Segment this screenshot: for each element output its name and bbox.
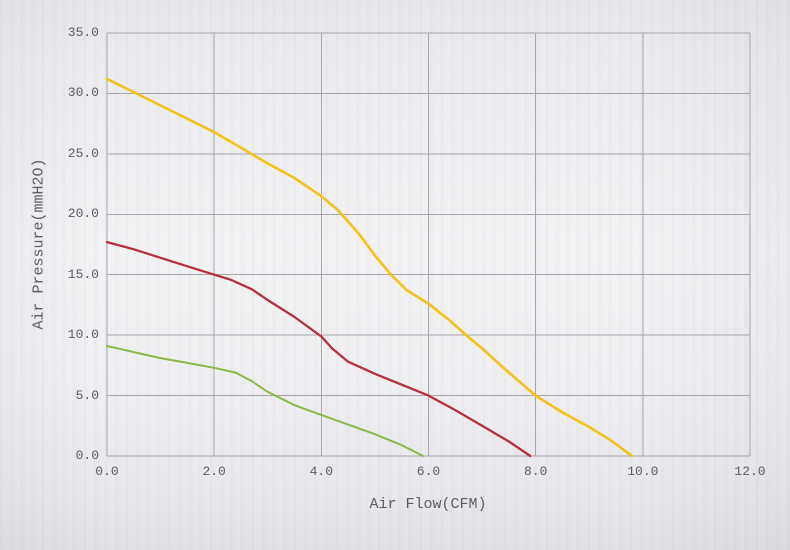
plot-svg [105, 32, 751, 458]
y-tick-label: 25.0 [67, 145, 99, 161]
plot-area [105, 32, 751, 458]
y-tick-label: 5.0 [75, 387, 99, 403]
y-axis-title: Air Pressure(mmH2O) [30, 158, 48, 330]
y-tick-label: 10.0 [67, 327, 99, 343]
y-tick-label: 15.0 [67, 266, 99, 282]
y-tick-label: 0.0 [75, 448, 99, 463]
x-tick-label: 2.0 [202, 464, 226, 479]
x-tick-label: 10.0 [627, 464, 659, 479]
x-tick-label: 12.0 [734, 464, 766, 479]
y-tick-label: 30.0 [67, 85, 99, 101]
x-tick-label: 6.0 [416, 464, 441, 479]
y-tick-label: 20.0 [67, 206, 99, 222]
x-tick-label: 4.0 [309, 464, 334, 479]
y-tick-label: 35.0 [67, 25, 99, 40]
x-axis-title: Air Flow(CFM) [369, 496, 487, 513]
x-tick-label: 8.0 [523, 464, 548, 479]
high-speed-curve [105, 77, 634, 458]
x-tick-label: 0.0 [95, 464, 119, 479]
curve-group [105, 77, 634, 458]
low-speed-curve [106, 345, 425, 457]
mid-speed-curve [105, 240, 532, 458]
grid-lines [106, 32, 751, 457]
